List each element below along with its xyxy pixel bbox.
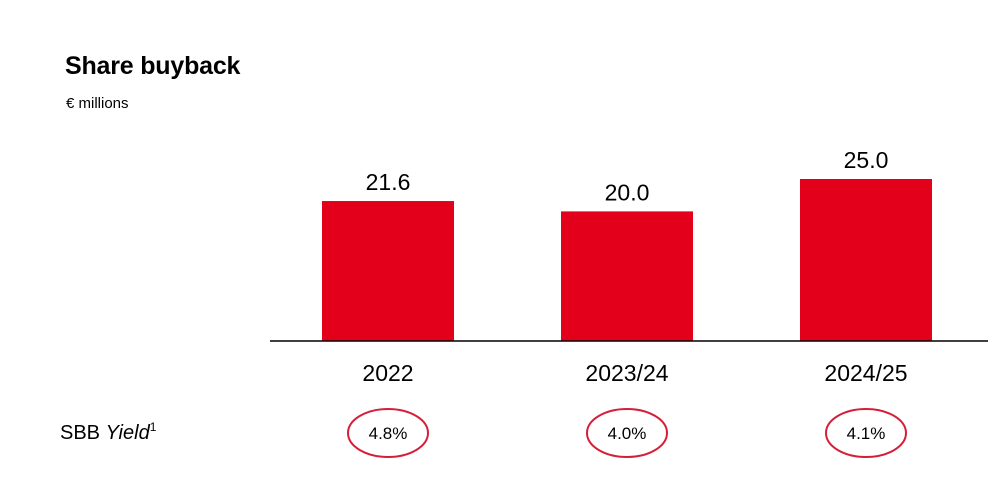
yield-value-0: 4.8% — [369, 424, 408, 443]
data-label-1: 20.0 — [605, 179, 650, 205]
category-label-0: 2022 — [362, 360, 413, 386]
data-label-0: 21.6 — [366, 169, 411, 195]
yield-circle-0 — [347, 408, 429, 458]
yield-row-label: SBB Yield1 — [60, 420, 156, 445]
bar-1 — [561, 211, 693, 341]
yield-label-italic: Yield — [105, 422, 150, 444]
yield-circle-1 — [586, 408, 668, 458]
yield-footnote-marker: 1 — [149, 420, 157, 434]
category-label-2: 2024/25 — [824, 360, 907, 386]
category-label-1: 2023/24 — [585, 360, 668, 386]
yield-circle-2 — [825, 408, 907, 458]
chart-unit-subtitle: € millions — [66, 95, 129, 112]
bar-2 — [800, 179, 932, 341]
yield-value-1: 4.0% — [608, 424, 647, 443]
chart-title: Share buyback — [65, 52, 241, 80]
yield-value-2: 4.1% — [847, 424, 886, 443]
bar-0 — [322, 201, 454, 341]
yield-label-prefix: SBB — [60, 422, 106, 444]
data-label-2: 25.0 — [844, 147, 889, 173]
